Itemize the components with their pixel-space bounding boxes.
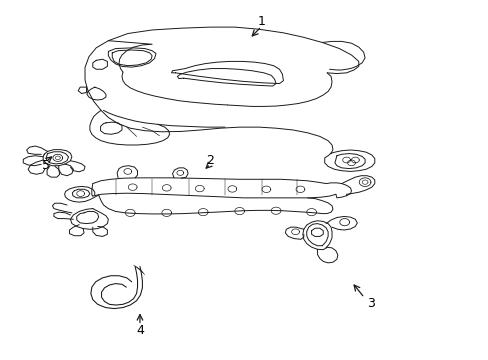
Text: 4: 4 [136,324,143,337]
Text: 1: 1 [257,14,265,27]
Text: 2: 2 [206,154,214,167]
Text: 3: 3 [366,297,374,310]
Text: 5: 5 [42,159,50,172]
